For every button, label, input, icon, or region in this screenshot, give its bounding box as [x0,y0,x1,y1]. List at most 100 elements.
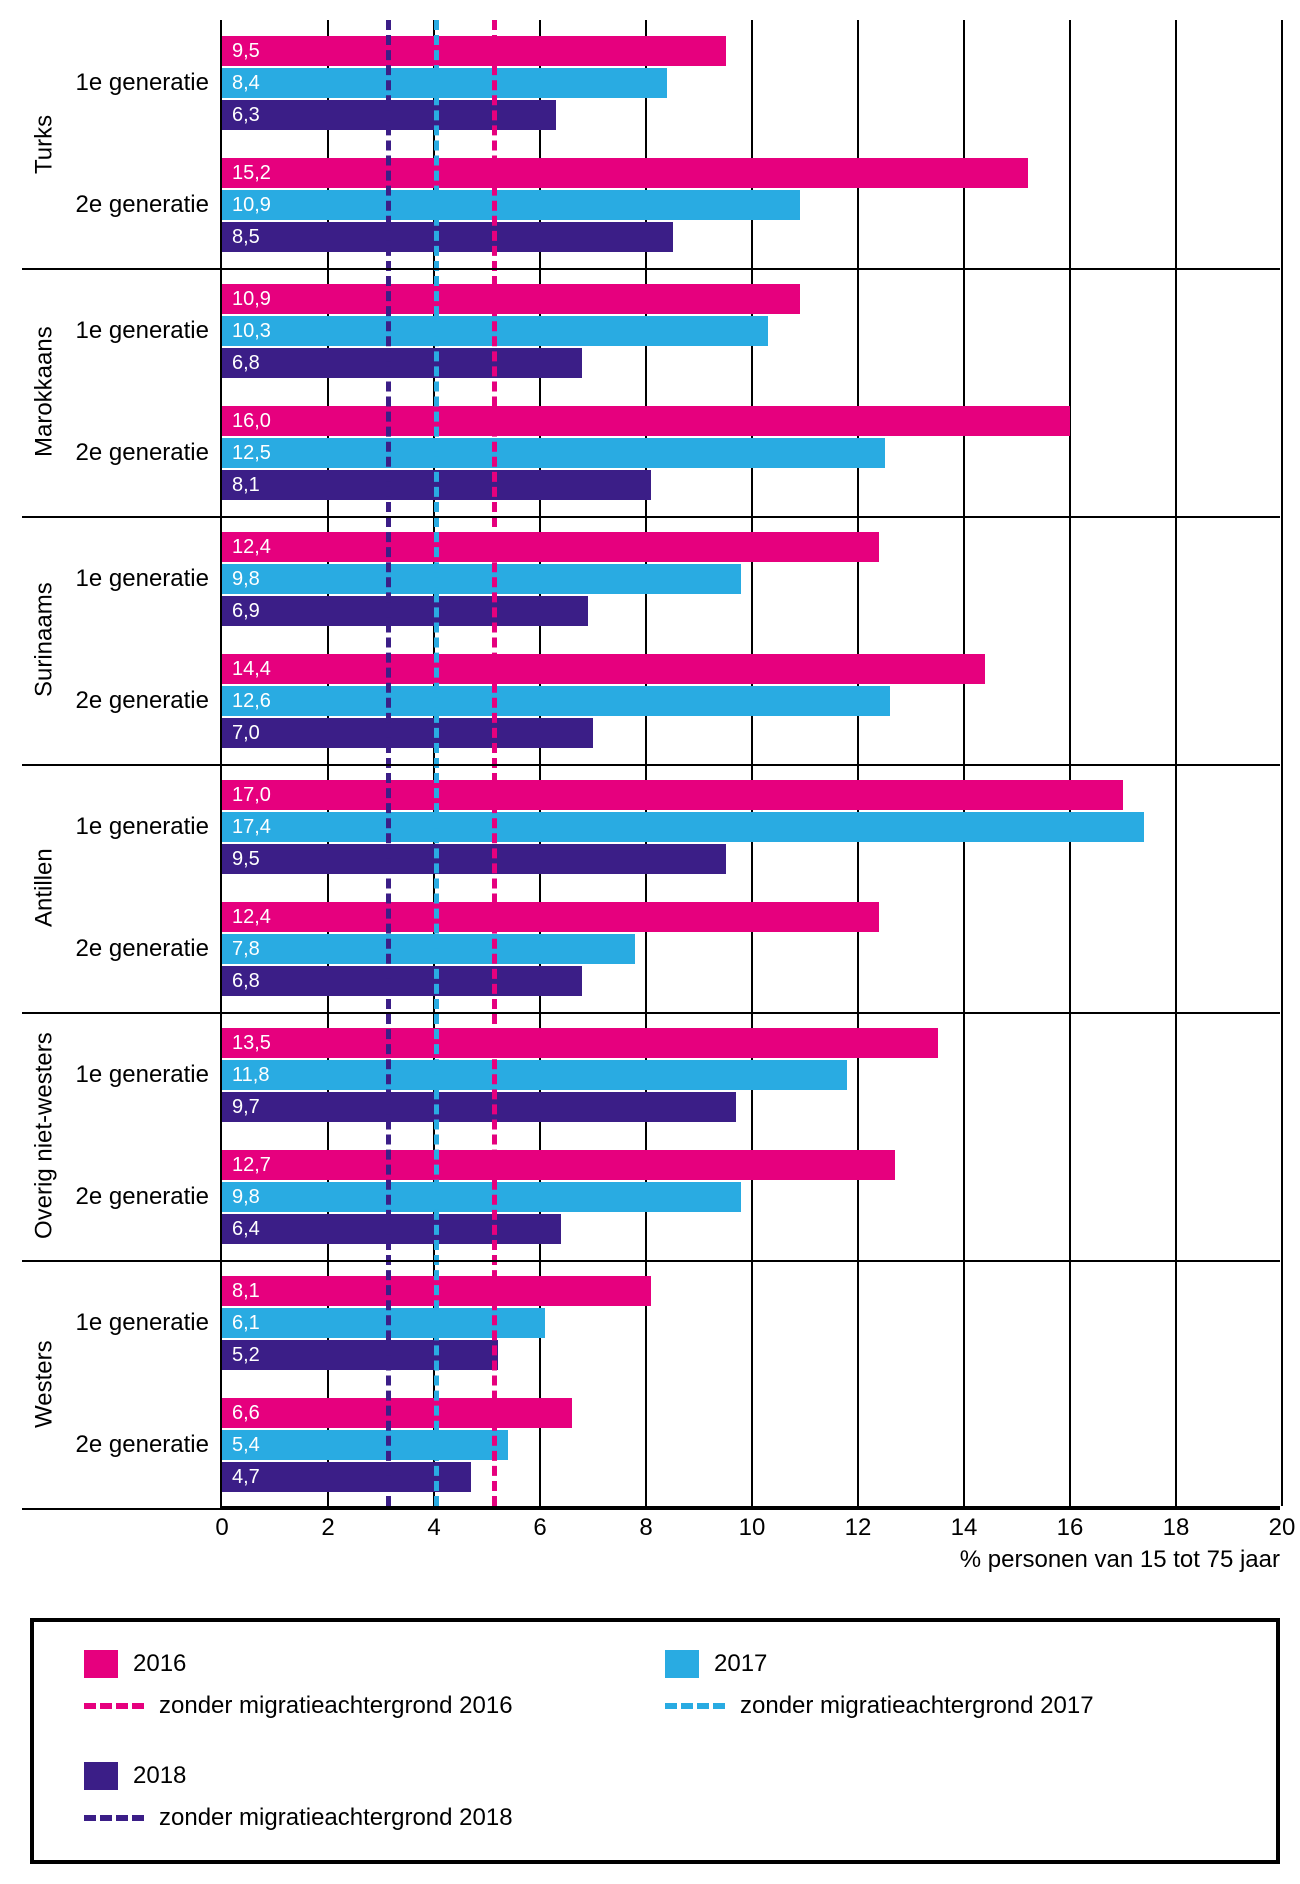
bar: 9,5 [222,36,726,66]
bar: 13,5 [222,1028,938,1058]
reference-line [492,20,497,1506]
bar-value-label: 6,3 [232,104,260,127]
bar: 17,0 [222,780,1123,810]
x-tick-label: 4 [427,1514,440,1542]
bar-value-label: 9,8 [232,1186,260,1209]
bar: 8,4 [222,68,667,98]
bar-value-label: 6,6 [232,1402,260,1425]
group-divider [22,1260,1280,1262]
legend-item: 2017 [665,1647,1246,1681]
gridline [751,20,753,1506]
bar-value-label: 12,6 [232,690,271,713]
legend-dash [84,1703,144,1709]
bar: 17,4 [222,812,1144,842]
bar: 12,4 [222,532,879,562]
x-tick-label: 20 [1269,1514,1296,1542]
bar-value-label: 8,1 [232,1280,260,1303]
x-tick-label: 12 [845,1514,872,1542]
bar-value-label: 6,8 [232,970,260,993]
bar-value-label: 10,9 [232,288,271,311]
group-label: Turks [22,20,67,268]
bar: 6,6 [222,1398,572,1428]
bar-value-label: 7,0 [232,722,260,745]
plot: 9,58,46,315,210,98,510,910,36,816,012,58… [222,20,1280,1506]
subgroup-label: 1e generatie [67,69,217,97]
gridline [1069,20,1071,1506]
gridline [857,20,859,1506]
legend-item: zonder migratieachtergrond 2017 [665,1689,1246,1723]
legend-spacer [84,1731,1246,1751]
bar-value-label: 8,5 [232,226,260,249]
x-tick-label: 10 [739,1514,766,1542]
bar: 9,5 [222,844,726,874]
legend-label: 2017 [714,1650,767,1678]
bar-value-label: 10,9 [232,194,271,217]
legend-swatch [84,1762,118,1790]
bar: 12,7 [222,1150,895,1180]
group-label: Overig niet-westers [22,1012,67,1260]
bar-value-label: 11,8 [232,1064,269,1087]
legend-label: zonder migratieachtergrond 2016 [159,1692,513,1720]
bar: 5,2 [222,1340,498,1370]
reference-line [386,20,391,1506]
x-tick-label: 8 [639,1514,652,1542]
subgroup-label: 2e generatie [67,935,217,963]
bar: 12,6 [222,686,890,716]
bar: 9,8 [222,564,741,594]
x-tick-label: 6 [533,1514,546,1542]
bar: 15,2 [222,158,1028,188]
bar-value-label: 15,2 [232,162,271,185]
x-tick-label: 0 [215,1514,228,1542]
bar: 8,5 [222,222,673,252]
legend-swatch [665,1650,699,1678]
group-label: Surinaams [22,516,67,764]
subgroup-label: 2e generatie [67,1183,217,1211]
bar: 7,0 [222,718,593,748]
x-tick-label: 16 [1057,1514,1084,1542]
bar-value-label: 17,0 [232,784,271,807]
subgroup-label: 1e generatie [67,813,217,841]
bar-value-label: 6,4 [232,1218,260,1241]
bar: 9,7 [222,1092,736,1122]
legend-dash [665,1703,725,1709]
x-tick-label: 14 [951,1514,978,1542]
bar: 6,9 [222,596,588,626]
group-divider [22,1012,1280,1014]
legend-item: zonder migratieachtergrond 2018 [84,1801,665,1835]
subgroup-label: 1e generatie [67,1061,217,1089]
subgroup-label: 2e generatie [67,687,217,715]
bar-value-label: 8,1 [232,474,260,497]
legend: 2016 2017 zonder migratieachtergrond 2016 z… [30,1618,1280,1864]
bar: 6,8 [222,348,582,378]
bar: 6,4 [222,1214,561,1244]
bar: 6,8 [222,966,582,996]
bar-value-label: 7,8 [232,938,260,961]
group-divider [22,1508,1280,1510]
bar-value-label: 6,9 [232,600,260,623]
x-tick-label: 2 [321,1514,334,1542]
legend-empty [665,1759,1246,1793]
bar-value-label: 6,1 [232,1312,260,1335]
x-tick-label: 18 [1163,1514,1190,1542]
subgroup-label: 1e generatie [67,565,217,593]
bar-value-label: 14,4 [232,658,271,681]
bar: 7,8 [222,934,635,964]
bar-value-label: 10,3 [232,320,271,343]
bar-value-label: 12,7 [232,1154,271,1177]
subgroup-label: 2e generatie [67,439,217,467]
bar-value-label: 4,7 [232,1466,260,1489]
bar-value-label: 16,0 [232,410,271,433]
legend-swatch [84,1650,118,1678]
bar-value-label: 9,5 [232,40,260,63]
legend-item: 2016 [84,1647,665,1681]
subgroup-label: 1e generatie [67,317,217,345]
legend-item: zonder migratieachtergrond 2016 [84,1689,665,1723]
legend-label: 2018 [133,1762,186,1790]
bar-value-label: 12,4 [232,906,271,929]
x-axis-label: % personen van 15 tot 75 jaar [960,1546,1280,1574]
bar: 10,9 [222,284,800,314]
group-label: Antillen [22,764,67,1012]
bar: 14,4 [222,654,985,684]
legend-label: zonder migratieachtergrond 2017 [740,1692,1094,1720]
legend-item: 2018 [84,1759,665,1793]
